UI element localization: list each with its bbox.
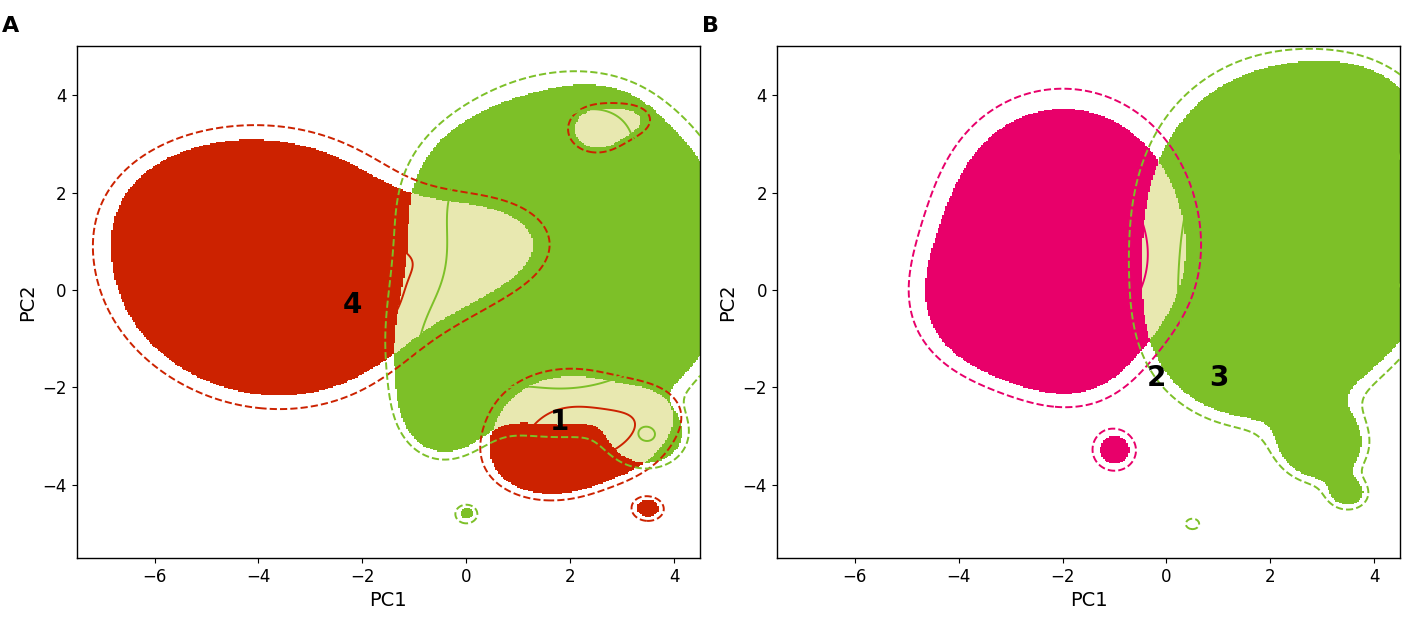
Text: B: B: [701, 16, 718, 36]
X-axis label: PC1: PC1: [370, 591, 407, 610]
Text: 3: 3: [1209, 364, 1229, 392]
Text: 1: 1: [550, 408, 570, 436]
Y-axis label: PC2: PC2: [718, 283, 737, 321]
Y-axis label: PC2: PC2: [18, 283, 37, 321]
Text: A: A: [1, 16, 18, 36]
Text: 4: 4: [343, 291, 361, 319]
Text: 2: 2: [1146, 364, 1166, 392]
X-axis label: PC1: PC1: [1070, 591, 1107, 610]
